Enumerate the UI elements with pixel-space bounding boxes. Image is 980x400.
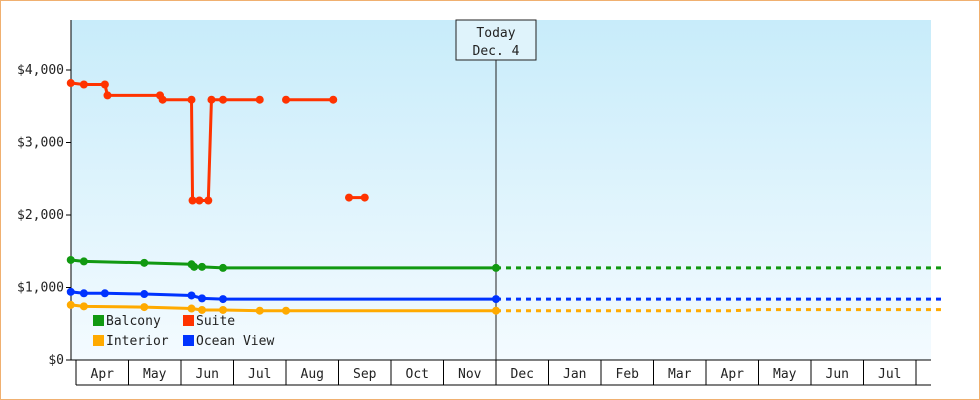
interior-legend-label: Interior xyxy=(106,334,169,349)
suite-point xyxy=(360,193,369,202)
ocean-view-point xyxy=(100,289,109,298)
x-tick-label: Jun xyxy=(196,367,219,382)
suite-point xyxy=(329,95,338,104)
x-tick-label: Aug xyxy=(301,367,324,382)
x-tick-label: Feb xyxy=(616,367,640,382)
interior-point xyxy=(255,306,264,315)
suite-point xyxy=(207,95,216,104)
x-tick-label: Mar xyxy=(668,367,692,382)
interior-legend-swatch xyxy=(93,335,104,346)
ocean-view-legend-swatch xyxy=(183,335,194,346)
suite-point xyxy=(255,95,264,104)
balcony-point xyxy=(66,255,75,264)
suite-point xyxy=(282,95,290,104)
x-tick-label: Nov xyxy=(458,367,482,382)
interior-point xyxy=(79,302,88,311)
interior-point xyxy=(492,306,500,315)
x-tick-label: Dec xyxy=(511,367,534,382)
balcony-legend-swatch xyxy=(93,315,104,326)
x-tick-label: Apr xyxy=(91,367,115,382)
suite-point xyxy=(188,196,197,205)
interior-projection-line xyxy=(496,308,943,313)
x-tick-label: May xyxy=(143,367,167,382)
x-tick-label: Sep xyxy=(353,367,377,382)
ocean-view-point xyxy=(140,290,149,299)
series-lines xyxy=(66,79,943,315)
suite-point xyxy=(103,91,112,100)
interior-point xyxy=(140,303,149,312)
legend: Balcony Suite Interior Ocean View xyxy=(93,314,274,349)
x-tick-label: Oct xyxy=(406,367,429,382)
suite-point xyxy=(345,193,353,202)
balcony-point xyxy=(219,263,227,272)
y-tick-label: $1,000 xyxy=(17,281,64,296)
balcony-point xyxy=(79,257,88,266)
ocean-view-legend-label: Ocean View xyxy=(196,334,274,349)
x-tick-label: Jun xyxy=(826,367,849,382)
today-box xyxy=(455,19,537,61)
balcony-point xyxy=(140,258,149,267)
plot-area xyxy=(71,20,931,360)
ocean-view-point xyxy=(187,291,196,300)
x-tick-label: May xyxy=(773,367,797,382)
x-tick-label: Jul xyxy=(248,367,271,382)
suite-point xyxy=(66,79,75,88)
y-tick-label: $2,000 xyxy=(17,208,64,223)
interior-point xyxy=(198,305,206,314)
y-tick-label: $4,000 xyxy=(17,63,64,78)
ocean-view-point xyxy=(198,294,206,303)
ocean-view-point xyxy=(219,295,227,304)
suite-point xyxy=(79,80,88,89)
suite-legend-label: Suite xyxy=(196,314,235,329)
today-label-line1: Today xyxy=(476,26,515,41)
ocean-view-point xyxy=(66,287,75,296)
balcony-legend-label: Balcony xyxy=(106,314,161,329)
y-tick-label: $0 xyxy=(48,353,64,368)
balcony-point xyxy=(492,263,500,272)
interior-point xyxy=(187,304,196,313)
x-tick-label: Jul xyxy=(878,367,901,382)
suite-legend-swatch xyxy=(183,315,194,326)
ocean-view-point xyxy=(492,295,500,304)
suite-point xyxy=(158,95,167,104)
interior-point xyxy=(219,305,227,314)
x-axis: Apr May Jun Jul Aug Sep Oct Nov Dec Jan Feb Mar Apr M… xyxy=(71,359,931,386)
today-label-line2: Dec. 4 xyxy=(473,44,520,59)
suite-point xyxy=(195,196,204,205)
x-tick-label: Apr xyxy=(721,367,745,382)
suite-point xyxy=(204,196,213,205)
interior-point xyxy=(66,300,75,309)
balcony-point xyxy=(198,262,206,271)
y-tick-label: $3,000 xyxy=(17,136,64,151)
ocean-view-point xyxy=(79,289,88,298)
balcony-point xyxy=(190,262,199,271)
y-axis: $0 $1,000 $2,000 $3,000 $4,000 xyxy=(17,20,72,368)
suite-point xyxy=(187,95,196,104)
suite-point xyxy=(100,80,109,89)
suite-point xyxy=(219,95,227,104)
interior-point xyxy=(282,306,290,315)
x-tick-label: Jan xyxy=(563,367,586,382)
